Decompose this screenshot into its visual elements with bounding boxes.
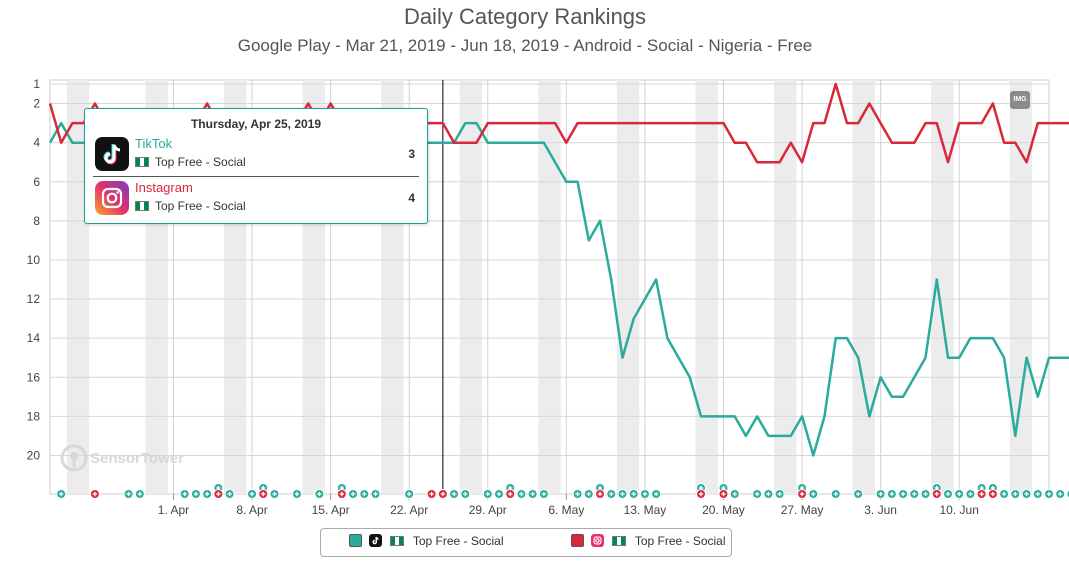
tooltip-divider	[93, 176, 419, 177]
sensor-tower-logo-icon	[60, 444, 88, 472]
tooltip-app-name: Instagram	[135, 180, 193, 195]
nigeria-flag-icon	[135, 201, 149, 211]
x-tick-label: 20. May	[702, 503, 745, 517]
instagram-icon	[95, 181, 129, 215]
y-tick-label: 1	[33, 77, 40, 91]
tooltip: Thursday, Apr 25, 2019 TikTok Top Free -…	[84, 108, 428, 224]
tooltip-rank: 3	[408, 147, 415, 161]
y-tick-label: 4	[33, 136, 40, 150]
tiktok-icon	[95, 137, 129, 171]
x-tick-label: 13. May	[624, 503, 667, 517]
weekend-band	[538, 80, 561, 494]
watermark: SensorTower	[60, 444, 184, 474]
tooltip-app-name: TikTok	[135, 136, 173, 151]
tooltip-category: Top Free - Social	[135, 155, 246, 169]
weekend-band	[852, 80, 876, 494]
watermark-text: SensorTower	[90, 450, 184, 467]
nigeria-flag-icon	[611, 536, 626, 546]
tooltip-date: Thursday, Apr 25, 2019	[190, 117, 322, 131]
x-tick-label: 10. Jun	[940, 503, 979, 517]
weekend-band	[695, 80, 718, 494]
x-tick-label: 3. Jun	[864, 503, 897, 517]
x-tick-label: 27. May	[781, 503, 824, 517]
x-tick-label: 6. May	[548, 503, 584, 517]
legend: Top Free - Social Top Free - Social	[320, 528, 732, 557]
image-export-button[interactable]: IMG	[1010, 91, 1030, 109]
chart-title: Daily Category Rankings	[403, 4, 647, 29]
y-tick-label: 10	[27, 253, 41, 267]
weekend-band	[66, 80, 90, 494]
weekend-band	[459, 80, 483, 494]
weekend-band	[1009, 80, 1033, 494]
legend-item-tiktok[interactable]: Top Free - Social	[349, 534, 504, 550]
legend-label: Top Free - Social	[412, 534, 504, 548]
weekend-band	[616, 80, 640, 494]
x-tick-label: 1. Apr	[158, 503, 189, 517]
y-tick-label: 8	[33, 214, 40, 228]
tooltip-row-instagram: Instagram Top Free - Social 4	[93, 180, 419, 221]
x-tick-label: 22. Apr	[390, 503, 428, 517]
tooltip-rank: 4	[408, 191, 415, 205]
x-tick-label: 8. Apr	[236, 503, 267, 517]
x-tick-label: 29. Apr	[469, 503, 507, 517]
x-tick-label: 15. Apr	[312, 503, 350, 517]
tooltip-category: Top Free - Social	[135, 199, 246, 213]
y-tick-label: 20	[27, 448, 41, 462]
chart-subtitle: Google Play - Mar 21, 2019 - Jun 18, 201…	[237, 36, 813, 55]
update-marker	[1066, 489, 1069, 499]
y-tick-label: 16	[27, 370, 41, 384]
legend-swatch	[349, 534, 362, 547]
y-tick-label: 12	[27, 292, 41, 306]
tooltip-row-tiktok: TikTok Top Free - Social 3	[93, 136, 419, 177]
nigeria-flag-icon	[135, 157, 149, 167]
y-tick-label: 18	[27, 409, 41, 423]
instagram-icon	[591, 534, 605, 547]
legend-item-instagram[interactable]: Top Free - Social	[571, 534, 726, 550]
nigeria-flag-icon	[389, 536, 404, 546]
legend-label: Top Free - Social	[634, 534, 726, 548]
y-tick-label: 14	[27, 331, 41, 345]
legend-swatch	[571, 534, 584, 547]
weekend-band	[931, 80, 954, 494]
y-tick-label: 2	[33, 97, 40, 111]
tiktok-icon	[369, 534, 383, 547]
y-tick-label: 6	[33, 175, 40, 189]
weekend-band	[773, 80, 797, 494]
